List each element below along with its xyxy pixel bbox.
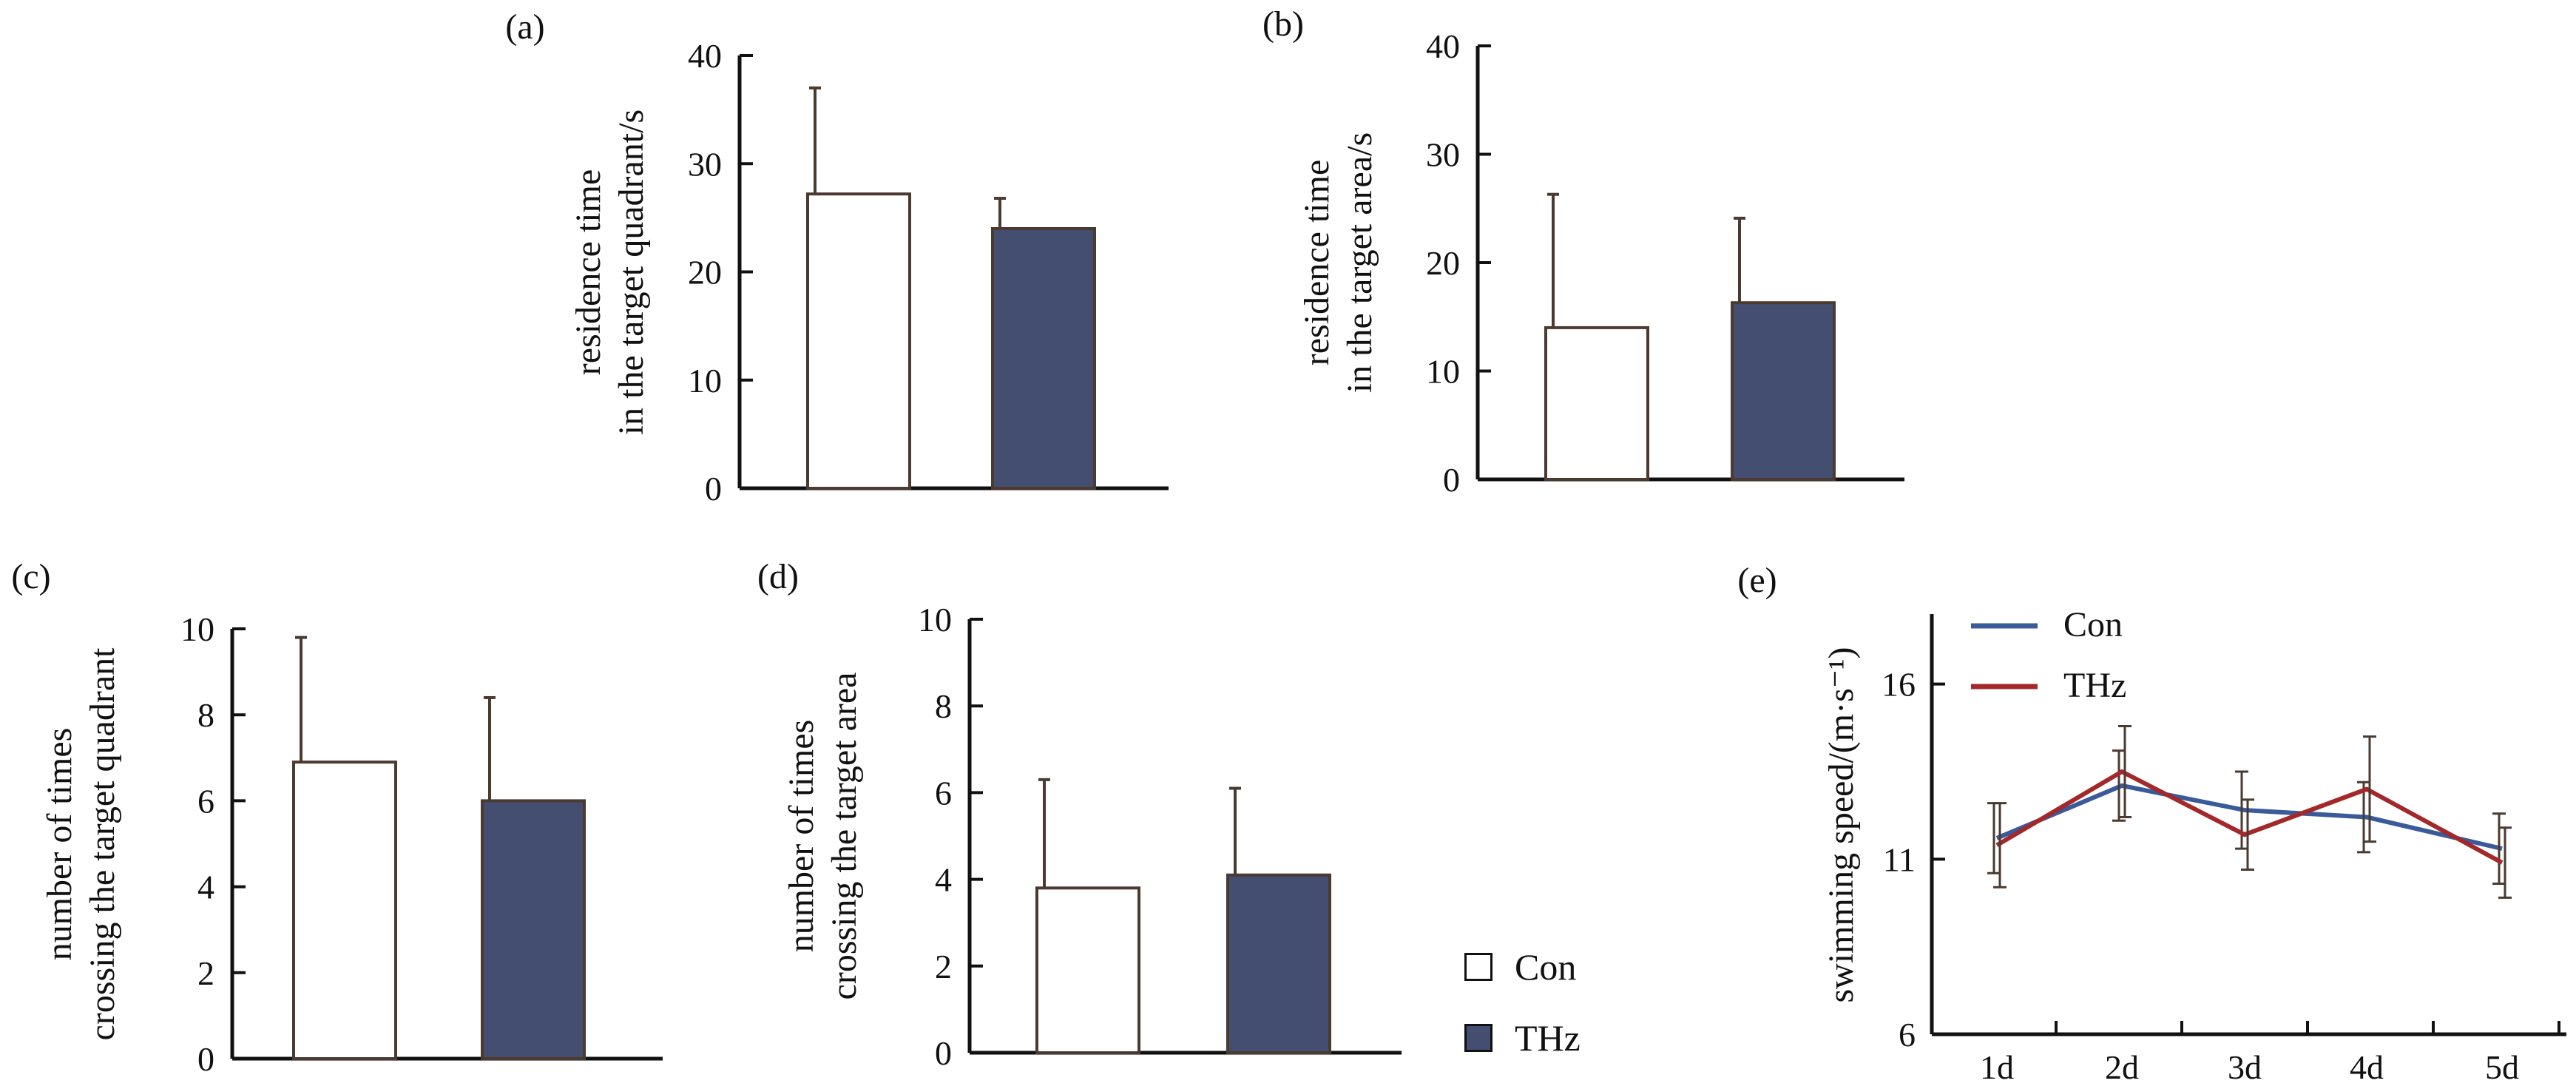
panel-e-label: (e) bbox=[1737, 561, 1777, 600]
y-tick-label: 10 bbox=[688, 362, 722, 399]
y-axis-label: number of times crossing the target quadr… bbox=[40, 647, 122, 1041]
y-axis-label: residence time in the target quadrant/s bbox=[569, 109, 651, 435]
bar-con bbox=[292, 761, 397, 1060]
series-line-thz bbox=[1995, 769, 2504, 865]
bar-panel-d: 0 2 4 6 8 10 number of times crossing the targe… bbox=[782, 601, 1402, 1072]
y-tick-label: 6 bbox=[197, 782, 214, 820]
y-tick-label: 8 bbox=[935, 687, 952, 725]
y-tick-label: 2 bbox=[197, 954, 214, 992]
y-axis-label: number of times crossing the target area bbox=[782, 672, 864, 1000]
y-tick-label: 30 bbox=[1426, 136, 1460, 174]
y-axis-label: swimming speed/(m·s⁻¹) bbox=[1822, 647, 1861, 1002]
x-tick-label: 4d bbox=[2350, 1048, 2384, 1086]
panel-b-label: (b) bbox=[1262, 4, 1304, 44]
x-tick-label: 5d bbox=[2485, 1048, 2519, 1086]
line-panel-e: 6 11 16 1d 2d 3d 4d 5d Con THz swimming speed/(m·s… bbox=[1822, 605, 2566, 1086]
series-line-con bbox=[1995, 783, 2503, 852]
legend-swatch-con bbox=[1464, 953, 1492, 981]
y-tick-label: 10 bbox=[1426, 353, 1460, 391]
y-tick-label: 20 bbox=[1426, 244, 1460, 282]
x-tick-label: 1d bbox=[1980, 1048, 2014, 1086]
y-tick-label: 6 bbox=[1899, 1016, 1916, 1053]
panel-d-label: (d) bbox=[757, 557, 799, 596]
bar-thz bbox=[481, 799, 586, 1061]
y-axis-label-line: in the target area/s bbox=[1340, 132, 1379, 393]
y-tick-label: 0 bbox=[1443, 461, 1460, 499]
y-axis-label-line: residence time bbox=[569, 169, 608, 376]
y-axis-label-line: number of times bbox=[40, 728, 79, 961]
legend-label-con: Con bbox=[1515, 946, 1577, 988]
legend-item-thz: THz bbox=[1464, 1016, 1581, 1059]
legend-item-con: Con bbox=[1464, 945, 1581, 988]
bar-thz bbox=[1226, 873, 1331, 1054]
y-tick-label: 8 bbox=[197, 696, 214, 734]
y-tick-label: 0 bbox=[935, 1034, 952, 1072]
panel-c-label: (c) bbox=[11, 557, 50, 596]
y-tick-label: 30 bbox=[688, 145, 722, 183]
bar-thz bbox=[991, 227, 1096, 490]
y-tick-label: 0 bbox=[705, 470, 722, 508]
y-axis-label: residence time in the target area/s bbox=[1297, 132, 1379, 393]
y-tick-label: 16 bbox=[1882, 666, 1916, 704]
bar-panel-b: 0 10 20 30 40 residence time in the target are… bbox=[1297, 27, 1904, 499]
x-tick-label: 2d bbox=[2105, 1048, 2139, 1086]
legend-label-thz: THz bbox=[1515, 1017, 1581, 1059]
legend-swatch-thz bbox=[1464, 1024, 1492, 1052]
y-tick-label: 0 bbox=[197, 1040, 214, 1078]
y-axis-label-line: crossing the target quadrant bbox=[83, 647, 122, 1041]
y-axis-label-line: in the target quadrant/s bbox=[612, 109, 651, 435]
bar-con bbox=[806, 192, 911, 490]
y-tick-label: 2 bbox=[935, 948, 952, 985]
y-axis-label-line: number of times bbox=[782, 720, 821, 953]
legend-label-thz: THz bbox=[2063, 666, 2126, 705]
y-tick-label: 11 bbox=[1883, 840, 1916, 878]
bar-thz bbox=[1731, 301, 1836, 481]
y-tick-label: 6 bbox=[935, 774, 952, 812]
panel-a-label: (a) bbox=[505, 7, 544, 47]
legend: Con THz bbox=[1464, 945, 1581, 1059]
y-tick-label: 10 bbox=[180, 610, 214, 648]
y-tick-label: 10 bbox=[918, 601, 952, 638]
y-tick-label: 40 bbox=[1426, 27, 1460, 65]
y-axis-label-line: residence time bbox=[1297, 160, 1336, 366]
x-tick-label: 3d bbox=[2228, 1048, 2262, 1086]
y-tick-label: 4 bbox=[197, 869, 214, 906]
bar-panel-c: 0 2 4 6 8 10 number of times crossing the targe… bbox=[40, 610, 663, 1078]
y-tick-label: 4 bbox=[935, 861, 952, 899]
bar-panel-a: 0 10 20 30 40 residence time in the target qua… bbox=[569, 37, 1169, 508]
bar-con bbox=[1544, 326, 1649, 481]
bar-con bbox=[1035, 886, 1140, 1054]
y-axis-label-line: crossing the target area bbox=[825, 672, 864, 1000]
legend-label-con: Con bbox=[2063, 605, 2123, 644]
y-tick-label: 20 bbox=[688, 254, 722, 291]
y-tick-label: 40 bbox=[688, 37, 722, 75]
